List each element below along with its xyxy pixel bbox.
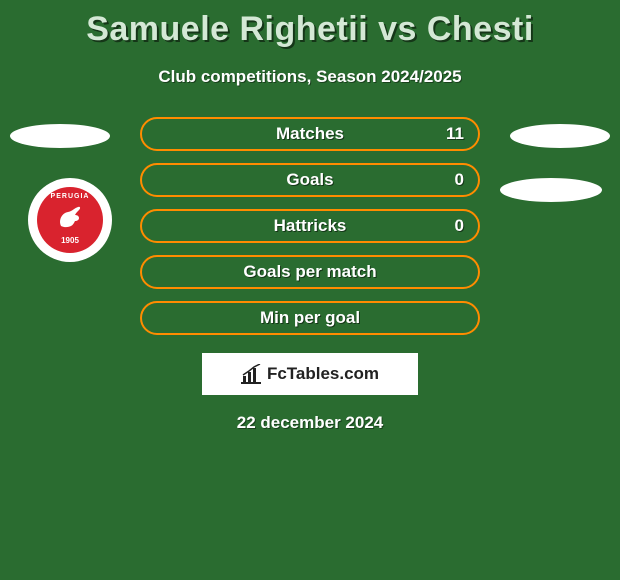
stat-label: Goals per match: [142, 262, 478, 282]
stat-row-goals: Goals 0: [140, 163, 480, 197]
club-badge-inner: PERUGIA 1905: [37, 187, 103, 253]
club-badge: PERUGIA 1905: [28, 178, 112, 262]
page-title: Samuele Righetii vs Chesti: [0, 0, 620, 49]
chart-icon: [241, 364, 263, 384]
right-ellipse-1: [510, 124, 610, 148]
stat-label: Goals: [142, 170, 478, 190]
stat-row-matches: Matches 11: [140, 117, 480, 151]
stat-label: Hattricks: [142, 216, 478, 236]
stat-label: Matches: [142, 124, 478, 144]
left-ellipse-1: [10, 124, 110, 148]
subtitle: Club competitions, Season 2024/2025: [0, 67, 620, 87]
stat-row-min-per-goal: Min per goal: [140, 301, 480, 335]
stat-label: Min per goal: [142, 308, 478, 328]
right-ellipse-2: [500, 178, 602, 202]
date-text: 22 december 2024: [0, 413, 620, 433]
griffin-icon: [55, 204, 85, 235]
stat-value-right: 0: [455, 170, 464, 190]
stat-value-right: 0: [455, 216, 464, 236]
brand-box: FcTables.com: [202, 353, 418, 395]
club-badge-year: 1905: [61, 236, 79, 245]
club-badge-name: PERUGIA: [51, 193, 90, 200]
stat-row-goals-per-match: Goals per match: [140, 255, 480, 289]
stat-value-right: 11: [446, 124, 464, 144]
brand-text: FcTables.com: [267, 364, 379, 384]
stat-row-hattricks: Hattricks 0: [140, 209, 480, 243]
